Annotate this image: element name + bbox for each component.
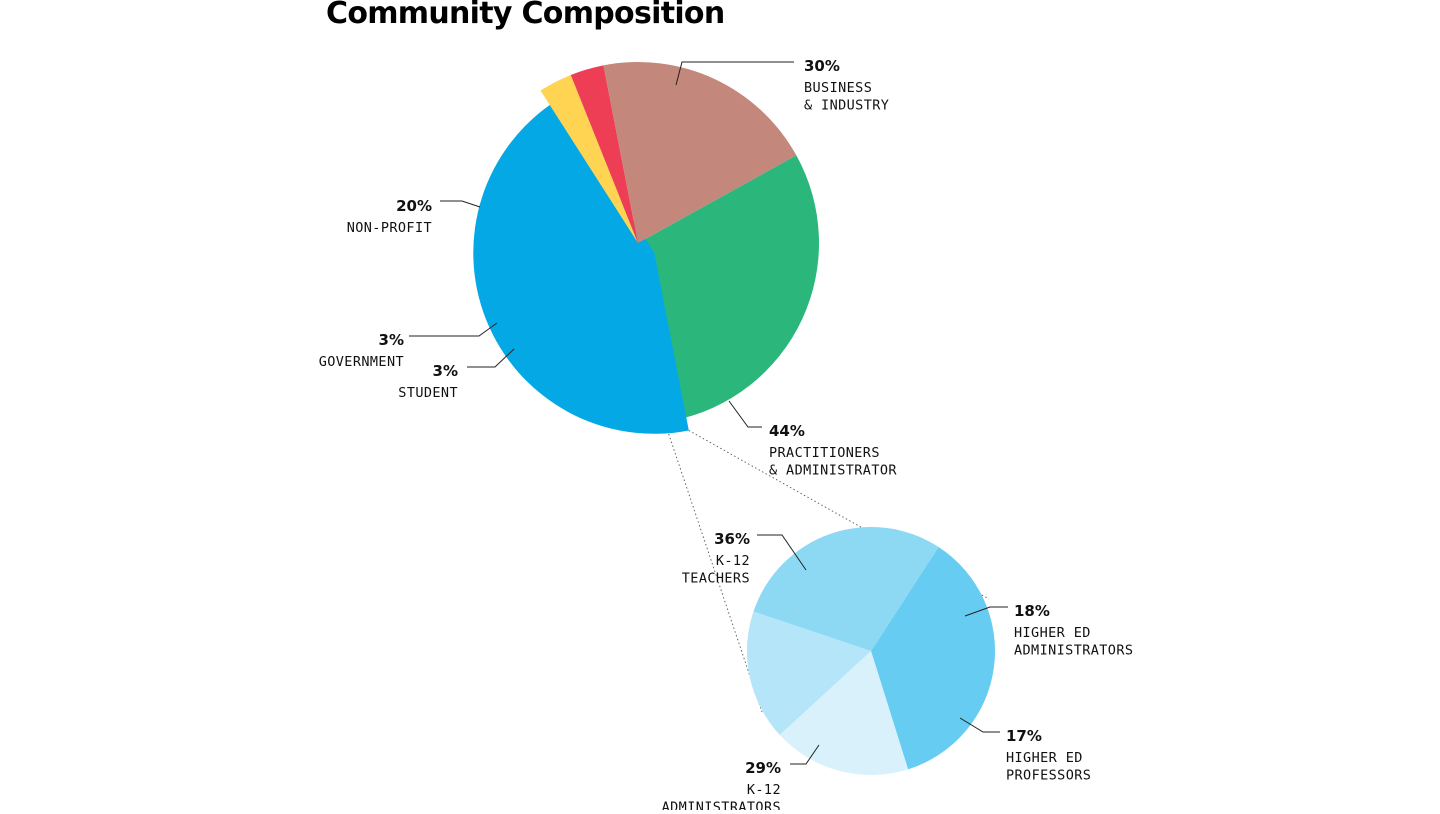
main-percent-practitioners-administrator: 44% [769, 422, 805, 440]
main-label-student-line-1: STUDENT [398, 385, 458, 401]
main-leader-business-industry [675, 61, 794, 86]
main-percent-student: 3% [433, 362, 458, 380]
main-leader-non-profit [440, 200, 481, 208]
sub-label-k-12-administrators-line-1: K-12 [747, 782, 781, 798]
sub-label-k-12-teachers-line-2: TEACHERS [682, 571, 750, 587]
main-percent-non-profit: 20% [396, 197, 432, 215]
main-leader-government [409, 322, 498, 337]
zoom-connectors [556, 100, 990, 713]
sub-leader-higher-ed-administrators [964, 606, 1008, 617]
pie-slice-higher-ed-professors [747, 611, 871, 735]
pie-slice-student [540, 74, 638, 243]
chart-title: Community Composition [326, 0, 725, 31]
sub-leader-k-12-teachers [757, 534, 807, 571]
sub-percent-higher-ed-professors: 17% [1006, 727, 1042, 745]
sub-leader-higher-ed-professors [959, 717, 1000, 733]
sub-percent-higher-ed-administrators: 18% [1014, 602, 1050, 620]
sub-pie [747, 526, 996, 776]
main-label-practitioners-administrator-line-1: PRACTITIONERS [769, 445, 880, 461]
main-leader-student [467, 348, 515, 368]
main-leader-practitioners-administrator [728, 400, 762, 428]
pie-slice-government [570, 65, 638, 243]
sub-label-higher-ed-administrators-line-1: HIGHER ED [1014, 625, 1091, 641]
pie-slice-non-profit [603, 62, 797, 244]
main-label-non-profit-line-1: NON-PROFIT [347, 220, 432, 236]
slice-labels: 30% BUSINESS & INDUSTRY 44% PRACTITIONERS & A… [319, 57, 1133, 814]
sub-label-k-12-teachers-line-1: K-12 [716, 553, 750, 569]
main-percent-business-industry: 30% [804, 57, 840, 75]
sub-label-higher-ed-professors-line-1: HIGHER ED [1006, 750, 1083, 766]
zoom-connector-right [688, 430, 990, 600]
sub-percent-k-12-administrators: 29% [745, 759, 781, 777]
main-percent-government: 3% [379, 331, 404, 349]
pie-slice-higher-ed-administrators [779, 651, 909, 776]
sub-label-k-12-administrators-line-2: ADMINISTRATORS [662, 800, 781, 811]
main-pie [473, 62, 820, 434]
sub-label-higher-ed-professors-line-2: PROFESSORS [1006, 768, 1091, 784]
sub-label-higher-ed-administrators-line-2: ADMINISTRATORS [1014, 643, 1133, 659]
pie-slice-k-12-teachers [871, 547, 996, 770]
sub-percent-k-12-teachers: 36% [714, 530, 750, 548]
main-label-business-industry-line-2: & INDUSTRY [804, 98, 889, 114]
pie-slice-business-industry [638, 155, 820, 421]
pie-slice-k-12-administrators [753, 526, 939, 651]
main-label-business-industry-line-1: BUSINESS [804, 80, 872, 96]
main-label-government-line-1: GOVERNMENT [319, 354, 404, 370]
pie-slice-practitioners-administrator [473, 100, 689, 434]
sub-leader-k-12-administrators [790, 744, 820, 765]
main-label-practitioners-administrator-line-2: & ADMINISTRATOR [769, 463, 897, 479]
